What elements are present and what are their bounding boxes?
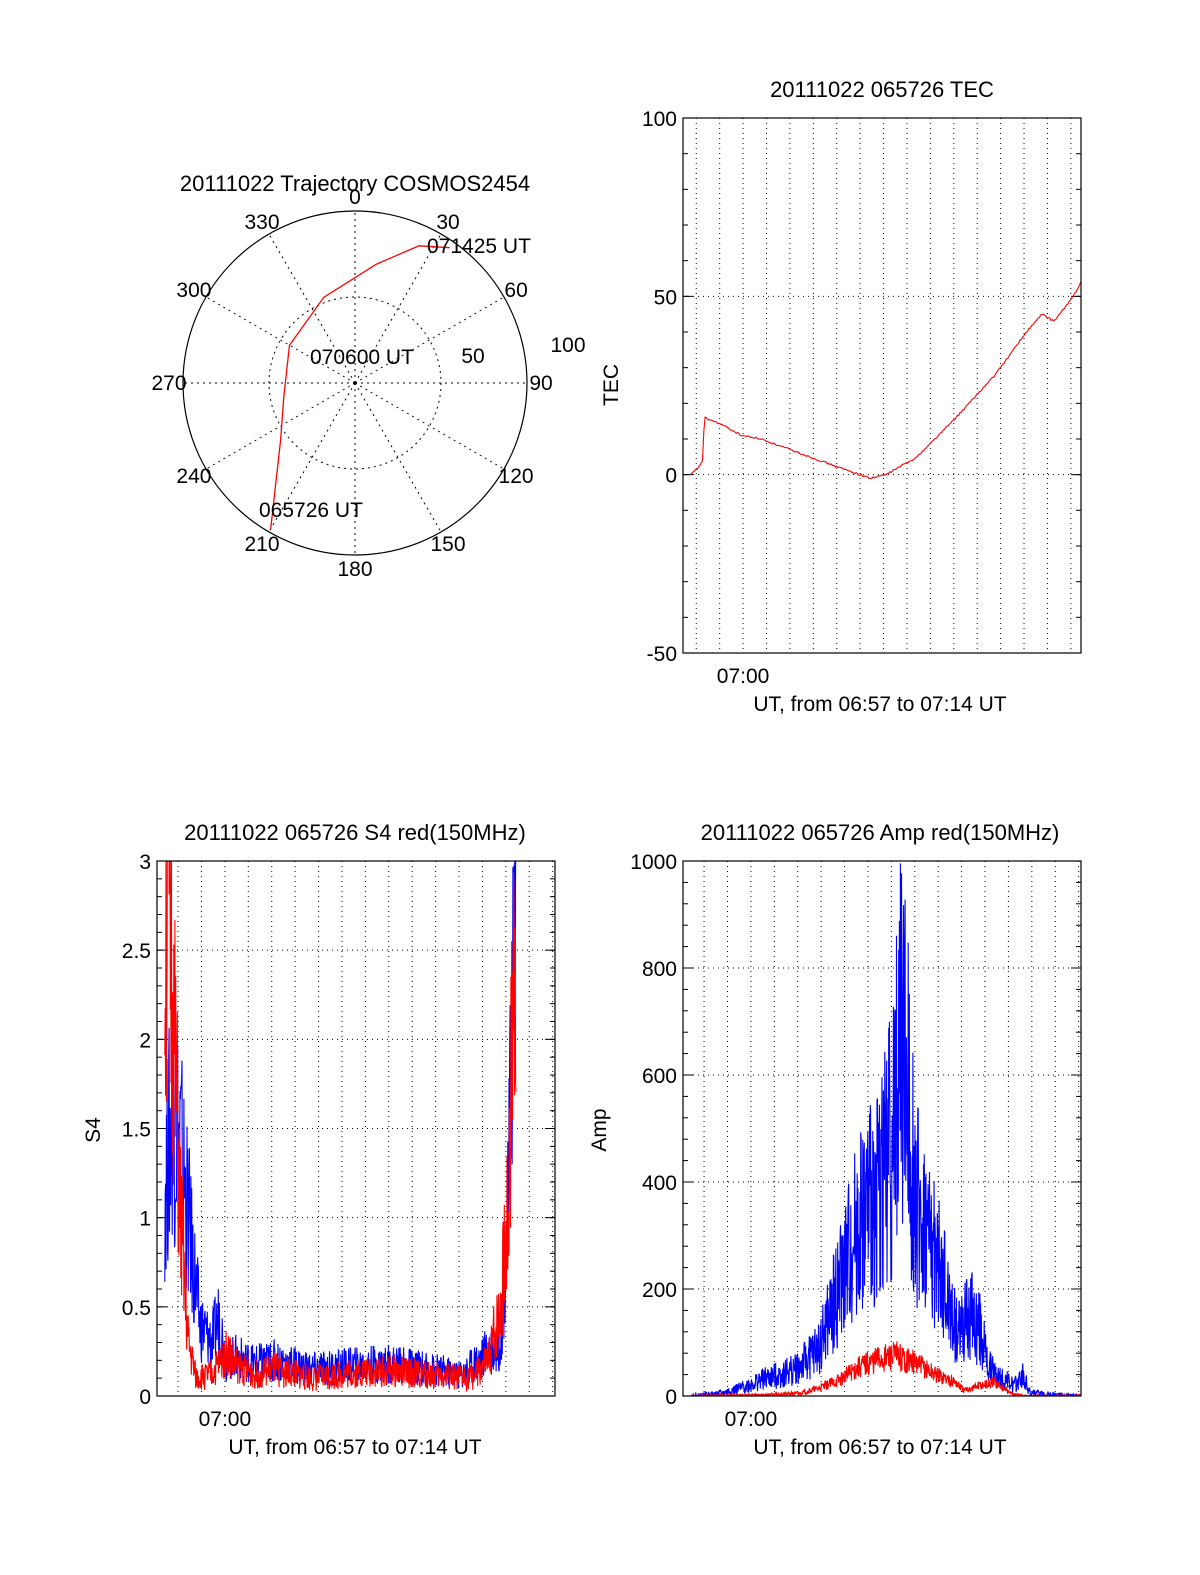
y-tick-label: 50 [654,286,677,309]
tec-title: 20111022 065726 TEC [770,77,994,102]
polar-angle-label: 120 [499,465,534,488]
series-line [690,281,1081,480]
polar-chart: 20111022 Trajectory COSMOS2454 0 30 60 90 12… [151,171,585,581]
plot-frame [682,117,1082,654]
polar-angle-label: 330 [244,211,279,234]
s4-title: 20111022 065726 S4 red(150MHz) [184,820,526,845]
polar-angle-label: 0 [349,186,361,209]
x-tick-label: 07:00 [717,665,770,688]
polar-spoke [268,233,356,384]
annotation-mid-time: 070600 UT [310,346,414,369]
polar-angle-label: 270 [151,372,186,395]
y-tick-label: 400 [642,1172,677,1195]
x-tick-label: 07:00 [725,1408,778,1431]
y-tick-label: 1000 [630,851,677,874]
y-tick-label: -50 [647,643,677,666]
y-tick-label: 800 [642,958,677,981]
y-tick-label: 1 [139,1208,151,1231]
polar-spoke [268,382,356,533]
s4-ylabel: S4 [82,1117,105,1143]
polar-spoke [354,382,442,533]
tec-xlabel: UT, from 06:57 to 07:14 UT [753,693,1006,716]
y-tick-label: 2 [139,1029,151,1052]
polar-angle-label: 210 [244,533,279,556]
y-tick-label: 1.5 [122,1119,151,1142]
series-line [164,861,517,1389]
polar-angle-label: 30 [436,211,459,234]
series-line [690,863,1081,1396]
polar-spoke [354,296,505,384]
amp-ylabel: Amp [588,1108,611,1151]
x-tick-label: 07:00 [199,1408,252,1431]
amp-xlabel: UT, from 06:57 to 07:14 UT [753,1436,1006,1459]
polar-spoke [205,382,356,470]
y-tick-label: 200 [642,1279,677,1302]
s4-chart: 20111022 065726 S4 red(150MHz) 0 0.5 1 1.5 2… [82,820,556,1459]
annotation-end-time: 071425 UT [427,235,531,258]
polar-title: 20111022 Trajectory COSMOS2454 [180,171,530,196]
polar-radial-label: 50 [461,345,484,368]
s4-xlabel: UT, from 06:57 to 07:14 UT [228,1436,481,1459]
annotation-start-time: 065726 UT [259,499,363,522]
trajectory-line [270,245,450,530]
y-tick-label: 0 [665,1386,677,1409]
y-tick-label: 600 [642,1065,677,1088]
y-tick-label: 0.5 [122,1297,151,1320]
tec-chart: 20111022 065726 TEC -50 0 50 100 07:00 UT, f… [600,77,1082,716]
polar-spoke [354,233,442,384]
plot-frame [682,860,1082,1397]
polar-radial-label: 100 [550,334,585,357]
series-line [164,861,517,1393]
polar-spoke [205,296,356,384]
y-tick-label: 0 [665,465,677,488]
amp-title: 20111022 065726 Amp red(150MHz) [701,820,1060,845]
y-tick-label: 100 [642,108,677,131]
polar-spoke [354,382,505,470]
polar-angle-label: 60 [504,279,527,302]
polar-angle-label: 180 [337,558,372,581]
plot-frame [156,860,556,1397]
polar-angle-label: 90 [529,372,552,395]
polar-angle-label: 240 [176,465,211,488]
y-tick-label: 0 [139,1386,151,1409]
polar-outer-circle [182,210,528,556]
y-tick-label: 2.5 [122,940,151,963]
y-tick-label: 3 [139,851,151,874]
amp-chart: 20111022 065726 Amp red(150MHz) 0 200 400 6… [588,820,1082,1459]
polar-angle-label: 150 [430,533,465,556]
tec-ylabel: TEC [600,364,623,406]
polar-angle-label: 300 [176,279,211,302]
